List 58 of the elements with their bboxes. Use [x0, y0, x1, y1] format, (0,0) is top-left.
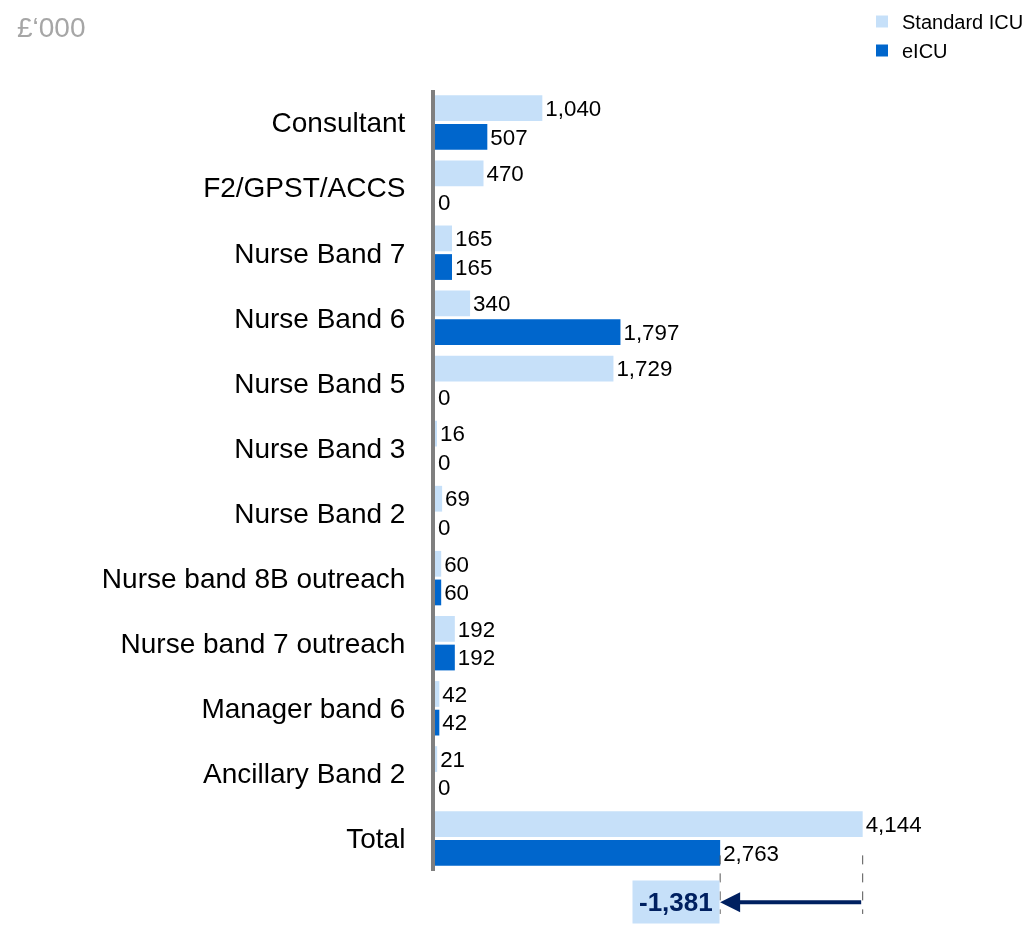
bar	[435, 290, 471, 317]
data-label: 21	[440, 746, 466, 772]
data-label: 192	[457, 645, 496, 671]
text: £‘000	[17, 12, 86, 43]
data-label: 0	[438, 515, 451, 541]
data-label: 0	[438, 775, 451, 801]
y-tick-label: Nurse band 7 outreach	[120, 628, 406, 660]
y-tick-label: Consultant	[271, 107, 406, 139]
legend-label: eICU	[902, 40, 948, 63]
bar	[435, 254, 453, 280]
bar	[435, 579, 442, 606]
legend-label: Standard ICU	[902, 11, 1024, 34]
bar	[435, 681, 440, 707]
data-label: 1,040	[545, 95, 602, 121]
bar	[435, 811, 863, 838]
bar	[435, 95, 543, 122]
bar	[435, 550, 442, 577]
data-label: 340	[473, 291, 511, 317]
data-label: 42	[442, 710, 468, 736]
data-label: 0	[438, 384, 451, 410]
y-tick-label: Ancillary Band 2	[203, 758, 406, 790]
bar	[435, 485, 443, 512]
data-label: 0	[438, 189, 451, 215]
y-tick-label: Nurse band 8B outreach	[101, 562, 406, 594]
data-label: 165	[455, 254, 493, 280]
y-tick-label: Nurse Band 6	[234, 302, 406, 334]
data-label: 60	[444, 551, 470, 577]
data-label: 2,763	[723, 840, 780, 866]
bar	[435, 644, 455, 671]
y-tick-label: Nurse Band 5	[234, 367, 406, 399]
bar	[435, 355, 614, 382]
data-label: 192	[457, 616, 496, 642]
data-label: 1,797	[623, 319, 680, 345]
bar	[435, 839, 721, 866]
data-label: 60	[444, 580, 470, 606]
data-label: 0	[438, 450, 451, 476]
data-label: 470	[486, 161, 524, 187]
data-label: 165	[455, 226, 493, 252]
data-label: 16	[440, 421, 465, 447]
text: -1,381	[639, 887, 713, 917]
y-tick-label: Nurse Band 3	[234, 432, 406, 464]
data-label: 507	[490, 124, 528, 150]
bar	[435, 746, 438, 772]
data-label: 4,144	[865, 811, 922, 837]
bar	[435, 709, 440, 736]
bar	[435, 616, 455, 642]
y-tick-label: Nurse Band 7	[234, 237, 406, 269]
bar	[435, 123, 488, 150]
data-label: 69	[445, 486, 470, 512]
bar	[435, 160, 484, 187]
y-tick-label: Total	[346, 823, 406, 855]
bar	[435, 319, 621, 345]
y-tick-label: F2/GPST/ACCS	[203, 172, 406, 204]
data-label: 42	[442, 681, 468, 707]
y-tick-label: Nurse Band 2	[234, 497, 406, 529]
data-label: 1,729	[616, 356, 673, 382]
y-tick-label: Manager band 6	[201, 693, 406, 725]
bar	[435, 225, 453, 252]
